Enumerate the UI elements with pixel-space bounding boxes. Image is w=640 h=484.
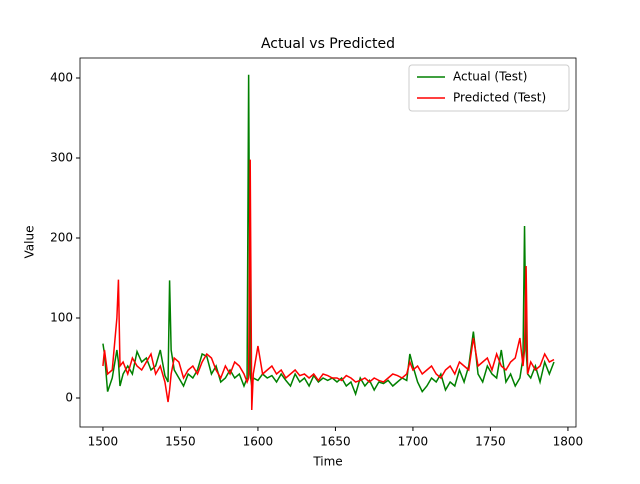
series-line (102, 159, 555, 411)
y-tick-label: 200 (50, 231, 73, 245)
y-tick-label: 0 (65, 391, 73, 405)
x-tick-label: 1550 (165, 435, 196, 449)
x-tick-label: 1700 (398, 435, 429, 449)
y-axis-label: Value (23, 226, 37, 259)
y-tick-label: 100 (50, 311, 73, 325)
x-tick-label: 1750 (475, 435, 506, 449)
plot-frame (79, 57, 577, 428)
legend-box (408, 64, 570, 112)
x-tick-label: 1650 (320, 435, 351, 449)
x-axis-label: Time (312, 455, 342, 469)
y-tick-label: 300 (50, 151, 73, 165)
legend-label: Predicted (Test) (453, 91, 546, 105)
legend-label: Actual (Test) (453, 70, 527, 84)
x-tick-label: 1500 (88, 435, 119, 449)
x-tick-label: 1600 (243, 435, 274, 449)
y-tick-label: 400 (50, 71, 73, 85)
x-tick-label: 1800 (553, 435, 584, 449)
chart-title: Actual vs Predicted (261, 36, 395, 52)
series-line (102, 74, 555, 397)
